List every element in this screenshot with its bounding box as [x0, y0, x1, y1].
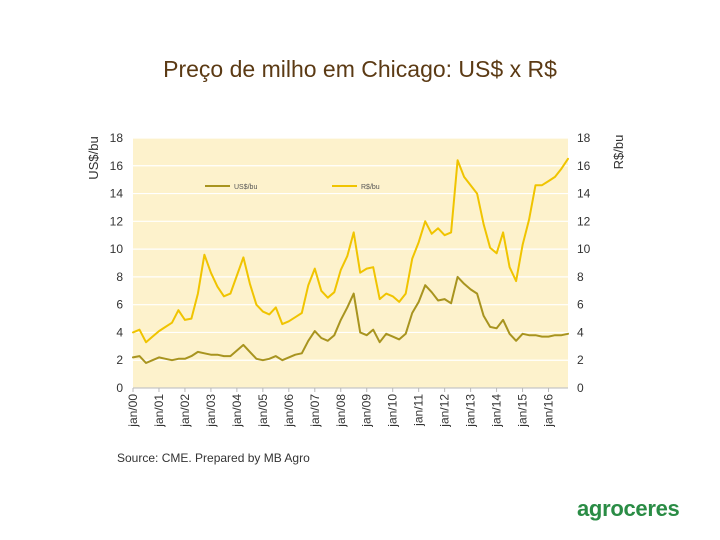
- legend-label: US$/bu: [234, 184, 257, 191]
- x-tick-label: jan/05: [256, 394, 270, 428]
- x-tick-label: jan/14: [490, 394, 504, 428]
- y-tick-label-left: 6: [116, 298, 123, 312]
- y-tick-label-right: 14: [577, 187, 591, 201]
- x-tick-label: jan/07: [308, 394, 322, 428]
- x-tick-label: jan/02: [178, 394, 192, 428]
- y-axis-left: 0 2 4 6 8 10 12 14 16 18: [110, 131, 124, 395]
- x-tick-label: jan/04: [230, 394, 244, 428]
- chart-title: Preço de milho em Chicago: US$ x R$: [163, 56, 557, 82]
- x-tick-label: jan/09: [360, 394, 374, 428]
- y-tick-label-left: 18: [110, 131, 124, 145]
- y-axis-right: 0 2 4 6 8 10 12 14 16 18: [577, 131, 591, 395]
- legend: US$/bu R$/bu: [205, 184, 380, 191]
- series-line-usd: [132, 275, 569, 364]
- y-tick-label-right: 8: [577, 270, 584, 284]
- y-tick-label-left: 4: [116, 325, 123, 339]
- gridlines: [133, 137, 568, 389]
- agroceres-logo: agroceres: [577, 496, 680, 521]
- x-tick-label: jan/16: [542, 394, 556, 428]
- x-tick-label: jan/15: [516, 394, 530, 428]
- y-tick-label-left: 0: [116, 381, 123, 395]
- y-tick-label-left: 8: [116, 270, 123, 284]
- x-axis: jan/00 jan/01 jan/02 jan/03 jan/04 jan/05 jan/…: [126, 387, 568, 428]
- x-tick-label: jan/13: [464, 394, 478, 428]
- x-tick-label: jan/08: [334, 394, 348, 428]
- plot-area: [133, 138, 568, 388]
- series-line-brl: [132, 157, 569, 344]
- y-tick-label-right: 2: [577, 353, 584, 367]
- y-axis-left-label: US$/bu: [86, 136, 101, 179]
- x-tick-label: jan/11: [412, 394, 426, 427]
- x-tick-label: jan/10: [386, 394, 400, 428]
- y-tick-label-left: 10: [110, 242, 124, 256]
- y-tick-label-left: 2: [116, 353, 123, 367]
- y-tick-label-left: 12: [110, 214, 124, 228]
- y-tick-label-right: 4: [577, 325, 584, 339]
- y-tick-label-right: 18: [577, 131, 591, 145]
- y-tick-label-right: 12: [577, 214, 591, 228]
- y-tick-label-right: 0: [577, 381, 584, 395]
- source-note: Source: CME. Prepared by MB Agro: [117, 451, 310, 465]
- x-tick-label: jan/00: [126, 394, 140, 428]
- y-tick-label-right: 6: [577, 298, 584, 312]
- y-tick-label-right: 16: [577, 159, 591, 173]
- y-axis-right-label: R$/bu: [611, 135, 626, 170]
- x-tick-label: jan/01: [152, 394, 166, 428]
- y-tick-label-left: 14: [110, 187, 124, 201]
- x-tick-label: jan/03: [204, 394, 218, 428]
- x-tick-label: jan/06: [282, 394, 296, 428]
- y-tick-label-right: 10: [577, 242, 591, 256]
- series: [132, 157, 569, 364]
- y-tick-label-left: 16: [110, 159, 124, 173]
- x-tick-label: jan/12: [438, 394, 452, 428]
- legend-label: R$/bu: [361, 184, 380, 191]
